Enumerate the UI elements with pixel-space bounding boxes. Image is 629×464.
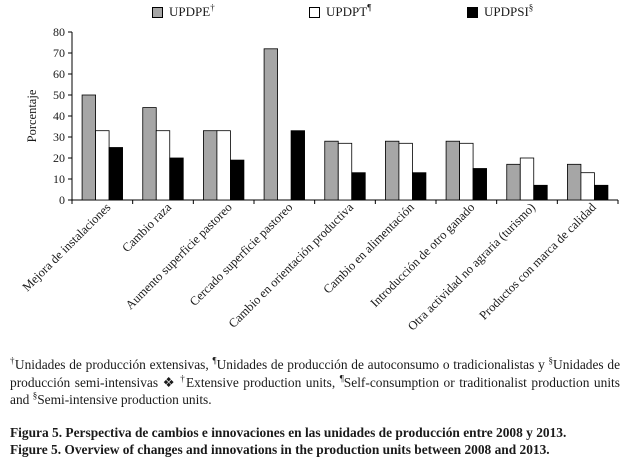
bar-updpt-2 [216, 130, 231, 201]
legend-label-updpe: UPDPE [169, 4, 211, 19]
bar-updpt-4 [337, 142, 353, 201]
bar-updpsi-5 [412, 172, 427, 201]
footnote-mark-1: † [10, 355, 15, 366]
footnote-mark-3: § [548, 355, 554, 366]
footnote-mark-5: ¶ [339, 373, 344, 384]
bar-updpt-7 [519, 157, 535, 201]
legend-marker-updpe: † [210, 2, 215, 13]
legend-item-updpe: UPDPE† [152, 2, 215, 20]
legend-swatch-updpt [309, 6, 320, 18]
x-category-label: Otra actividad no agraria (turismo) [405, 200, 538, 333]
footnote-mark-2: ¶ [212, 355, 217, 366]
bar-updpe-2 [203, 130, 218, 201]
y-axis-title: Porcentaje [25, 89, 39, 142]
legend-label-updpsi: UPDPSI [484, 4, 529, 19]
caption-spanish: Figura 5. Perspectiva de cambios e innov… [10, 425, 567, 440]
bar-updpe-7 [506, 163, 521, 201]
y-tick-label: 70 [53, 46, 65, 60]
bar-updpe-4 [324, 140, 339, 201]
bar-updpe-6 [445, 140, 460, 201]
figure-caption: Figura 5. Perspectiva de cambios e innov… [10, 424, 620, 458]
legend-swatch-updpsi [467, 6, 478, 18]
footnote-text-5: Self-consumption or traditionalist produ… [10, 374, 620, 408]
bar-updpt-5 [398, 142, 413, 201]
footnote-text-3: Unidades de producción semi-intensivas [10, 357, 621, 390]
y-tick-label: 30 [53, 130, 65, 144]
y-tick-label: 80 [53, 25, 65, 39]
caption-english: Figure 5. Overview of changes and innova… [10, 442, 550, 457]
x-category-label: Aumento superficie pastoreo [123, 200, 235, 312]
y-tick-label: 0 [59, 193, 65, 207]
y-tick-label: 20 [53, 151, 65, 165]
legend-marker-updpt: ¶ [367, 2, 372, 13]
bar-updpsi-1 [169, 157, 184, 201]
bar-updpsi-4 [351, 172, 366, 201]
bar-updpt-6 [459, 142, 474, 201]
legend-swatch-updpe [152, 6, 163, 18]
footnote: †Unidades de producción extensivas, ¶Uni… [10, 356, 620, 409]
bar-updpt-1 [155, 130, 171, 201]
bar-updpe-3 [263, 48, 278, 201]
bar-updpsi-8 [594, 184, 609, 201]
legend-marker-updpsi: § [528, 2, 534, 13]
bar-chart: 0 10 20 30 40 50 60 70 80 Porcentaje Mejora de ins… [20, 25, 619, 333]
bar-updpe-8 [567, 163, 582, 201]
y-tick-label: 50 [53, 88, 65, 102]
y-tick-label: 10 [53, 172, 65, 186]
x-category-label: Cambio en orientación productiva [226, 200, 357, 331]
x-category-label: Productos con marca de calidad [476, 200, 599, 323]
x-category-label: Mejora de instalaciones [20, 200, 114, 294]
legend-item-updpsi: UPDPSI§ [467, 2, 534, 20]
x-category-label: Cambio raza [119, 200, 174, 255]
bar-updpsi-6 [472, 168, 487, 201]
footnote-separator: ❖ [162, 374, 176, 390]
bar-updpt-0 [95, 130, 110, 201]
footnote-text-2: Unidades de producción de autoconsumo o … [216, 357, 549, 372]
bar-updpt-8 [580, 172, 595, 201]
y-tick-label: 60 [53, 67, 65, 81]
bar-updpsi-7 [533, 184, 548, 201]
bar-updpsi-3 [290, 130, 305, 201]
footnote-text-6: Semi-intensive production units. [37, 392, 212, 407]
footnote-mark-6: § [32, 390, 38, 401]
bar-updpsi-0 [108, 147, 123, 201]
bar-updpe-1 [142, 107, 157, 201]
bar-updpe-0 [81, 94, 96, 201]
footnote-mark-4: † [180, 373, 186, 384]
y-tick-label: 40 [53, 109, 65, 123]
legend-item-updpt: UPDPT¶ [309, 2, 372, 20]
legend-label-updpt: UPDPT [326, 4, 368, 19]
bar-updpsi-2 [230, 159, 245, 201]
chart-legend: UPDPE† UPDPT¶ UPDPSI§ [0, 2, 629, 26]
x-category-label: Introducción de otro ganado [368, 200, 478, 310]
footnote-text-4: Extensive production units, [185, 374, 340, 390]
footnote-text-1: Unidades de producción extensivas, [14, 357, 213, 372]
x-category-label: Cercado superficie pastoreo [187, 200, 296, 309]
bar-updpe-5 [385, 140, 400, 201]
